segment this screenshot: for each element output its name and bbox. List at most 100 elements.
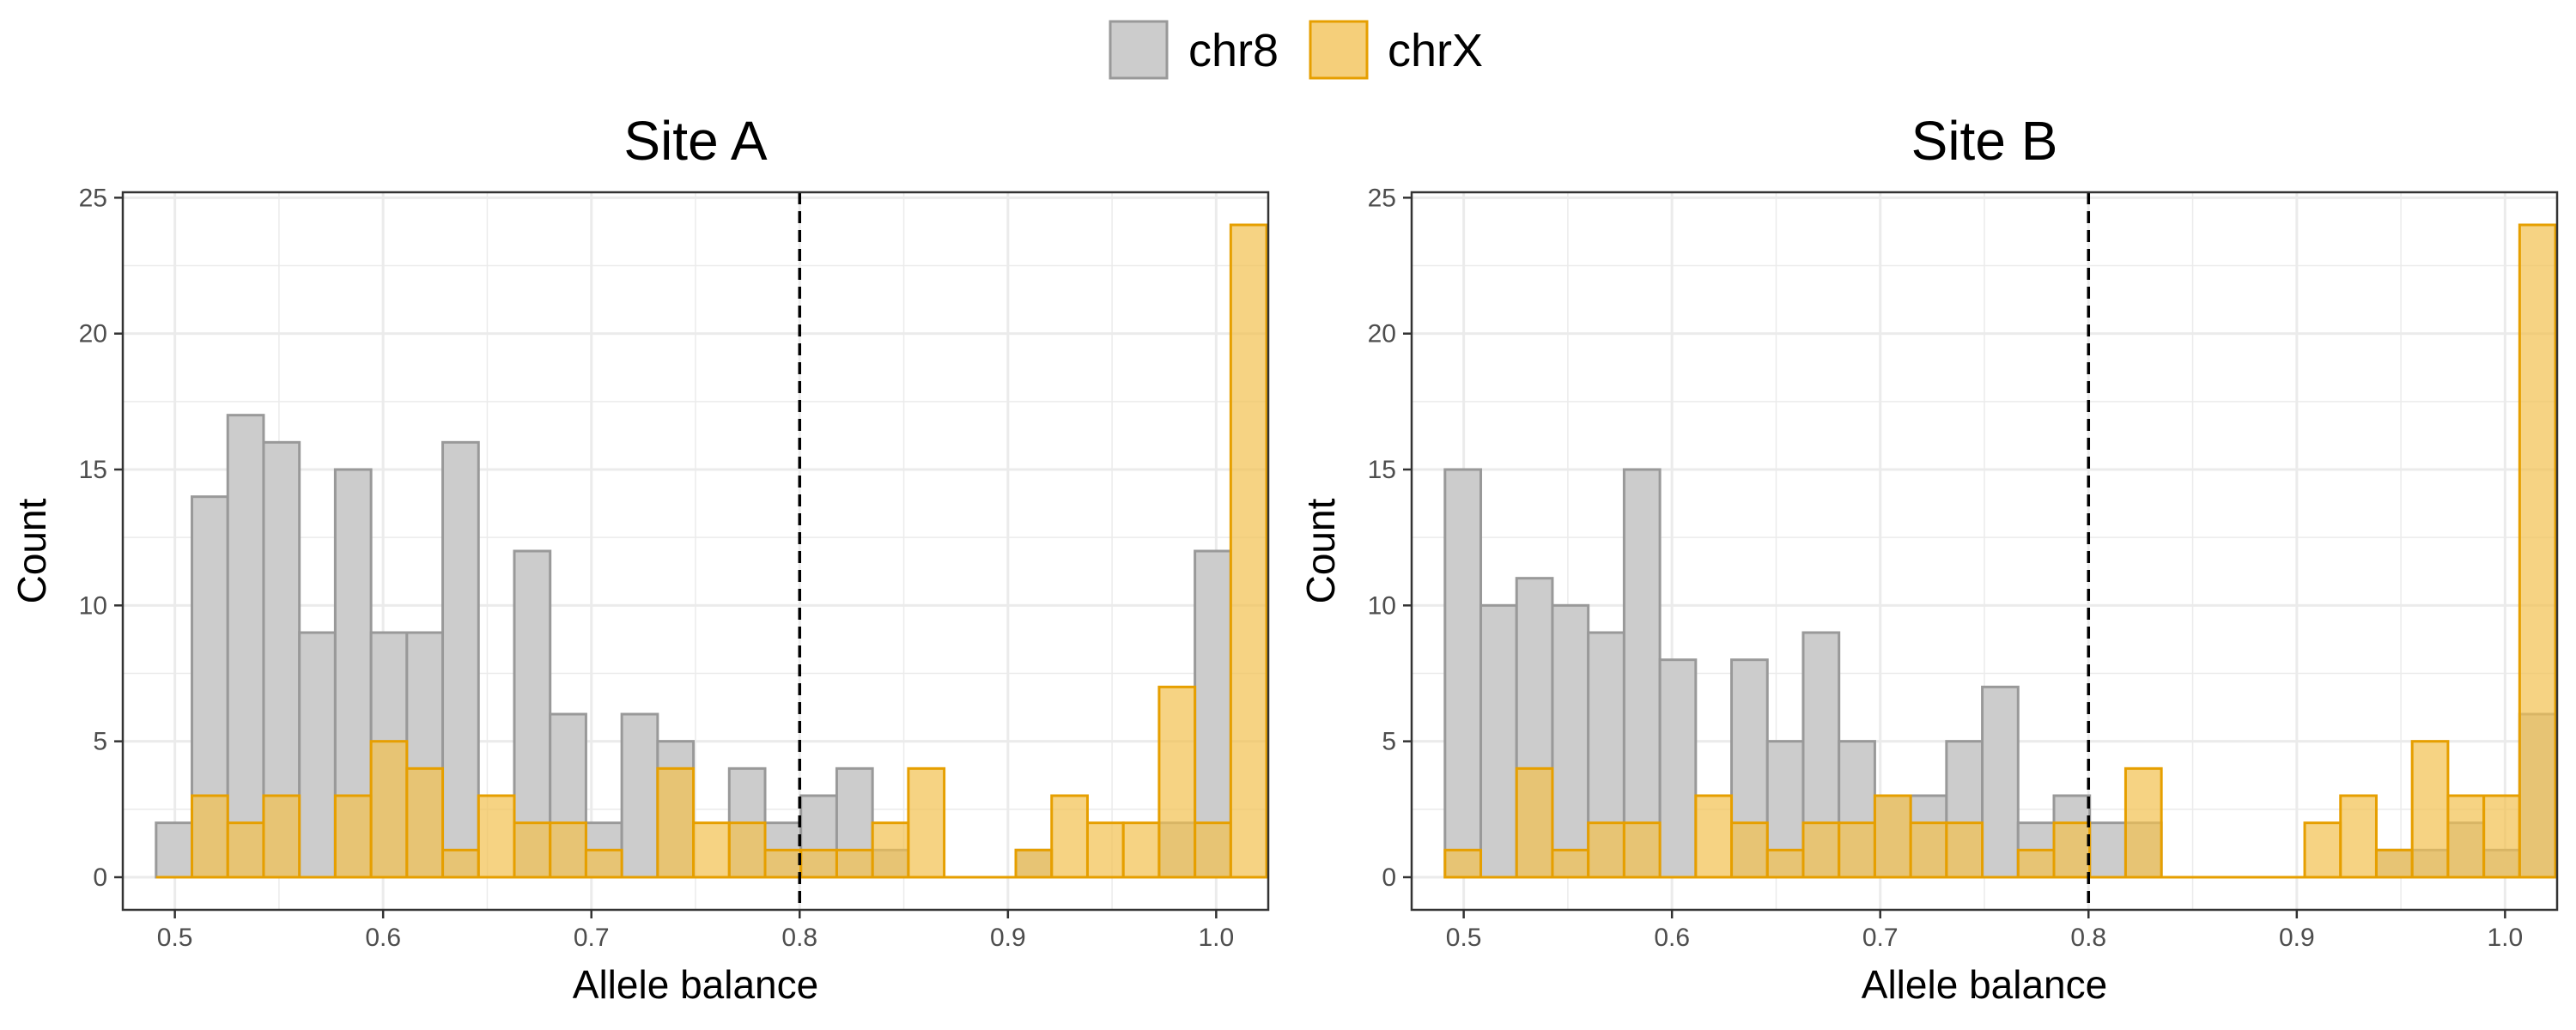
bar-chrX — [2303, 821, 2342, 879]
y-tick-label: 20 — [79, 320, 107, 348]
bar-chrX — [441, 848, 480, 879]
panel-site-a: 0.5 0.6 0.7 0.8 0.9 1.0 0 5 10 15 20 25 Site A Allele… — [9, 110, 1270, 1007]
bar-chrX — [1765, 848, 1805, 879]
bar-chrX — [1229, 223, 1268, 879]
x-tick-label: 0.5 — [157, 924, 193, 952]
bar-chrX — [871, 821, 910, 879]
bar-chr8 — [1551, 603, 1590, 879]
bar-chr8 — [1443, 468, 1483, 879]
bar-chrX — [191, 794, 229, 879]
x-tick-label: 1.0 — [2488, 924, 2524, 952]
bar-chrX — [333, 794, 373, 879]
y-tick-label: 5 — [93, 728, 107, 756]
bar-chrX — [1730, 821, 1769, 879]
bar-chr8 — [2088, 821, 2127, 879]
bar-chrX — [1050, 794, 1089, 879]
x-tick-label: 0.5 — [1446, 924, 1482, 952]
bar-chr8 — [298, 631, 337, 879]
bar-chrX — [2016, 848, 2056, 879]
bar-chrX — [1121, 821, 1161, 879]
legend: chr8 chrX — [1109, 20, 1483, 80]
bar-chrX — [1515, 766, 1554, 879]
bar-chr8 — [1622, 468, 1662, 879]
y-axis-label: Count — [9, 498, 54, 603]
series-chrX — [155, 223, 1268, 879]
bar-chrX — [2123, 766, 2163, 879]
bar-chrX — [1157, 685, 1197, 879]
x-tick-label: 0.9 — [990, 924, 1026, 952]
bar-chrX — [907, 766, 946, 879]
x-tick-label: 0.9 — [2279, 924, 2315, 952]
bar-chrX — [513, 821, 552, 879]
panel-title: Site B — [1911, 110, 2058, 172]
plot-border — [1410, 191, 2559, 912]
bar-chrX — [226, 821, 265, 879]
y-tick-label: 0 — [93, 863, 107, 892]
bar-chrX — [727, 821, 767, 879]
bar-chrX — [1443, 848, 1483, 879]
y-tick-label: 5 — [1382, 728, 1396, 756]
bar-chrX — [835, 848, 874, 879]
x-axis-label: Allele balance — [573, 962, 818, 1007]
bar-chrX — [1873, 794, 1912, 879]
y-tick-label: 10 — [1368, 591, 1396, 620]
bar-chrX — [477, 794, 516, 879]
bar-chr8 — [620, 712, 659, 879]
panel-title: Site A — [623, 110, 768, 172]
bar-chr8 — [155, 821, 194, 879]
bar-chrX — [1622, 821, 1662, 879]
legend-key-chrX — [1309, 20, 1369, 80]
x-tick-label: 0.6 — [1654, 924, 1690, 952]
bar-chrX — [1838, 821, 1876, 879]
series-chrX — [1443, 223, 2557, 879]
bar-chrX — [1945, 821, 1984, 879]
legend-label-chr8: chr8 — [1188, 25, 1279, 76]
x-tick-label: 0.8 — [2070, 924, 2106, 952]
bar-chrX — [656, 766, 696, 879]
y-tick-label: 15 — [79, 456, 107, 484]
x-tick-label: 0.6 — [365, 924, 401, 952]
x-tick-label: 0.7 — [1862, 924, 1899, 952]
y-tick-label: 25 — [1368, 184, 1396, 212]
y-tick-label: 15 — [1368, 456, 1396, 484]
bar-chrX — [1194, 821, 1232, 879]
bar-chrX — [262, 794, 301, 879]
bar-chrX — [549, 821, 587, 879]
bar-chrX — [2410, 740, 2450, 879]
bar-chrX — [2518, 223, 2557, 879]
bar-chrX — [1587, 821, 1625, 879]
bar-chrX — [1085, 821, 1125, 879]
y-tick-label: 10 — [79, 591, 107, 620]
y-tick-label: 25 — [79, 184, 107, 212]
legend-label-chrX: chrX — [1388, 25, 1483, 76]
bar-chrX — [1801, 821, 1841, 879]
bar-chr8 — [226, 414, 265, 879]
bar-chrX — [2374, 848, 2414, 879]
bar-chrX — [799, 848, 838, 879]
x-axis-label: Allele balance — [1862, 962, 2107, 1007]
bar-chrX — [1909, 821, 1948, 879]
bar-chrX — [1694, 794, 1734, 879]
bar-chr8 — [441, 440, 480, 879]
bar-chrX — [1551, 848, 1590, 879]
legend-key-chr8 — [1109, 20, 1169, 80]
bar-chrX — [2482, 794, 2521, 879]
bar-chr8 — [1981, 685, 2020, 879]
y-tick-label: 20 — [1368, 320, 1396, 348]
bar-chrX — [584, 848, 623, 879]
bar-chrX — [2052, 821, 2092, 879]
bar-chrX — [2339, 794, 2378, 879]
bar-chrX — [1014, 848, 1054, 879]
x-tick-label: 1.0 — [1199, 924, 1235, 952]
y-axis-label: Count — [1298, 498, 1343, 603]
bar-chrX — [2446, 794, 2486, 879]
x-tick-label: 0.7 — [574, 924, 610, 952]
panel-site-b: 0.5 0.6 0.7 0.8 0.9 1.0 0 5 10 15 20 25 Site B Allele… — [1298, 110, 2559, 1007]
x-tick-label: 0.8 — [781, 924, 817, 952]
plot-border — [121, 191, 1270, 912]
bar-chr8 — [1658, 658, 1698, 879]
y-tick-label: 0 — [1382, 863, 1396, 892]
bar-chrX — [763, 848, 803, 879]
bar-chr8 — [1479, 603, 1518, 879]
